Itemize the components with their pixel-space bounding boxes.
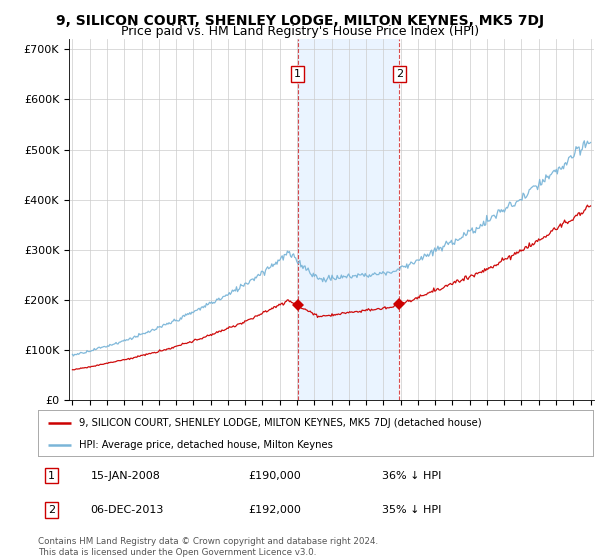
Text: Contains HM Land Registry data © Crown copyright and database right 2024.
This d: Contains HM Land Registry data © Crown c… <box>38 537 378 557</box>
Text: 9, SILICON COURT, SHENLEY LODGE, MILTON KEYNES, MK5 7DJ: 9, SILICON COURT, SHENLEY LODGE, MILTON … <box>56 14 544 28</box>
Text: HPI: Average price, detached house, Milton Keynes: HPI: Average price, detached house, Milt… <box>79 440 334 450</box>
Text: 2: 2 <box>395 69 403 80</box>
Text: 1: 1 <box>294 69 301 80</box>
Text: 2: 2 <box>48 505 55 515</box>
Text: 35% ↓ HPI: 35% ↓ HPI <box>382 505 441 515</box>
Text: 1: 1 <box>48 470 55 480</box>
Text: Price paid vs. HM Land Registry's House Price Index (HPI): Price paid vs. HM Land Registry's House … <box>121 25 479 38</box>
Text: 36% ↓ HPI: 36% ↓ HPI <box>382 470 441 480</box>
Text: 9, SILICON COURT, SHENLEY LODGE, MILTON KEYNES, MK5 7DJ (detached house): 9, SILICON COURT, SHENLEY LODGE, MILTON … <box>79 418 482 428</box>
Text: 15-JAN-2008: 15-JAN-2008 <box>91 470 160 480</box>
Text: 06-DEC-2013: 06-DEC-2013 <box>91 505 164 515</box>
Text: £190,000: £190,000 <box>249 470 301 480</box>
Text: £192,000: £192,000 <box>249 505 302 515</box>
Bar <box>298 39 399 400</box>
